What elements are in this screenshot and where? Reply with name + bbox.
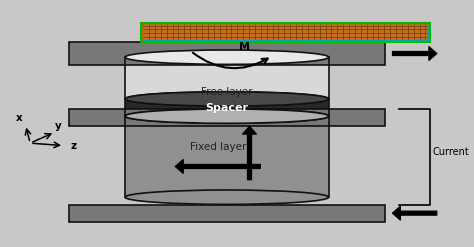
- Bar: [125, 57, 328, 99]
- Bar: [141, 23, 430, 42]
- Bar: [69, 42, 385, 64]
- Text: Spacer: Spacer: [205, 103, 248, 113]
- Bar: [125, 99, 328, 116]
- Text: y: y: [55, 121, 62, 131]
- Text: Fixed layer: Fixed layer: [190, 142, 246, 152]
- Ellipse shape: [125, 109, 328, 123]
- Text: M: M: [239, 42, 250, 52]
- Text: x: x: [16, 113, 22, 123]
- Ellipse shape: [125, 190, 328, 204]
- Text: Current: Current: [433, 147, 469, 157]
- Bar: [69, 205, 385, 222]
- Bar: [125, 116, 328, 197]
- Ellipse shape: [125, 109, 328, 123]
- Bar: [69, 109, 385, 126]
- Bar: [143, 25, 428, 41]
- Bar: [141, 23, 430, 42]
- Ellipse shape: [125, 92, 328, 106]
- Ellipse shape: [125, 92, 328, 106]
- Text: Free layer: Free layer: [201, 86, 253, 97]
- Text: z: z: [71, 141, 77, 151]
- Ellipse shape: [125, 50, 328, 64]
